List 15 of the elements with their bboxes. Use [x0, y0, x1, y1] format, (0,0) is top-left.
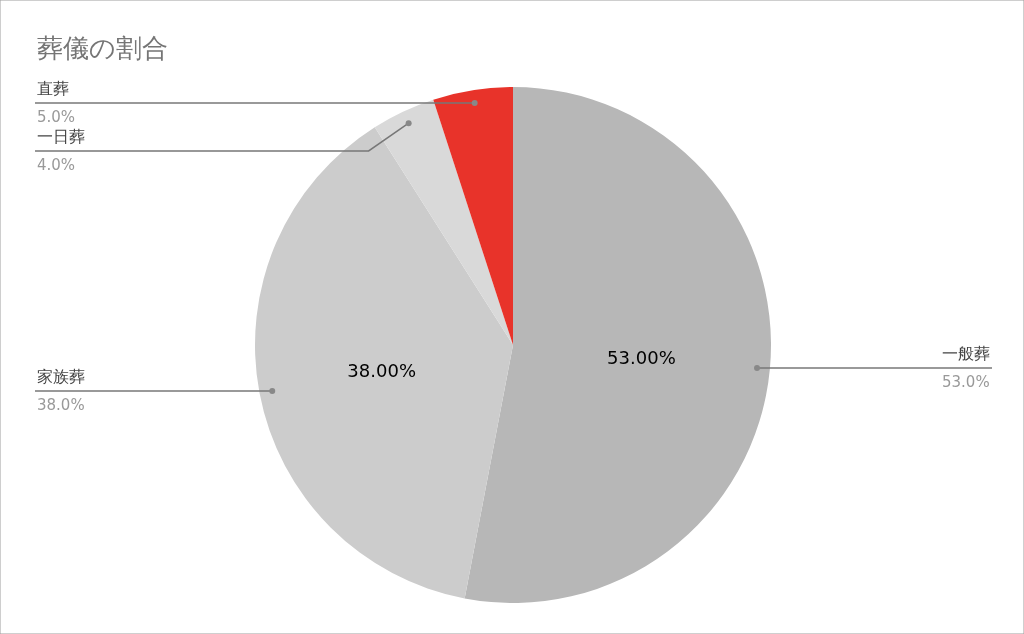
slice-label: 家族葬 — [37, 367, 85, 386]
text: 5.0% — [37, 108, 76, 126]
pie-slice — [464, 87, 771, 603]
pie-slice — [374, 99, 513, 345]
slice-label: 一日葬 — [37, 127, 85, 146]
slice-label: 直葬 — [37, 79, 69, 98]
text: 38.0% — [37, 396, 85, 414]
pie-slice — [255, 127, 513, 599]
data-label: 53.00% — [607, 346, 676, 368]
pie-slice — [433, 87, 513, 345]
data-label: 38.00% — [347, 359, 416, 381]
slice-label: 一般葬 — [942, 344, 990, 363]
text: 53.0% — [942, 373, 990, 391]
text: 4.0% — [37, 156, 76, 174]
chart-title: 葬儀の割合 — [37, 33, 168, 63]
